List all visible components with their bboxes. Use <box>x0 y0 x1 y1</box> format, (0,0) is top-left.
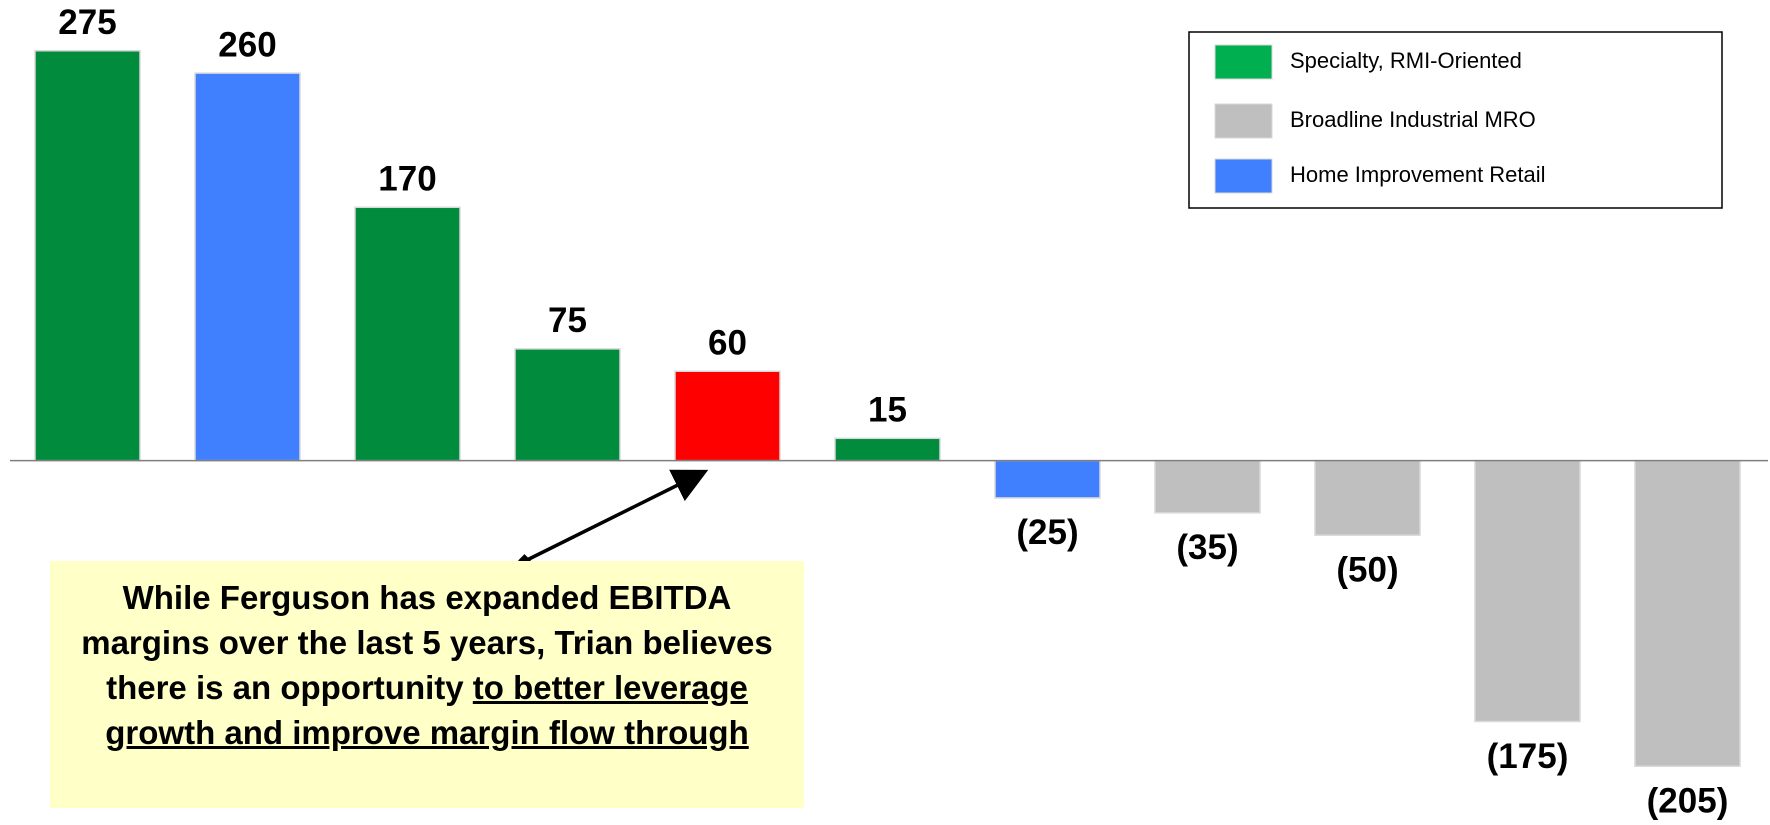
bar <box>674 370 781 462</box>
bar <box>354 206 461 462</box>
bar <box>1154 459 1261 514</box>
value-label: (50) <box>1336 550 1398 589</box>
legend-swatch <box>1214 44 1273 80</box>
value-label: 260 <box>218 25 276 64</box>
bar <box>994 459 1101 499</box>
value-label: (25) <box>1016 513 1078 552</box>
bar <box>834 437 941 462</box>
legend: Specialty, RMI-Oriented Broadline Industr… <box>1214 44 1546 194</box>
value-label: 75 <box>548 301 587 340</box>
value-label: (35) <box>1176 528 1238 567</box>
bar <box>1634 459 1741 767</box>
legend-label: Broadline Industrial MRO <box>1290 107 1536 132</box>
legend-swatch <box>1214 158 1273 194</box>
legend-box <box>1188 31 1723 209</box>
annotation-emphasis: to better leverage growth and improve ma… <box>105 669 749 751</box>
legend-label: Home Improvement Retail <box>1290 162 1546 187</box>
value-label: (205) <box>1647 781 1729 820</box>
bars: 275 260 170 75 60 15 (25) (35) (50) (175) (205) <box>34 3 1741 820</box>
bar <box>514 348 621 462</box>
value-label: 60 <box>708 323 747 362</box>
value-label: (175) <box>1487 737 1569 776</box>
value-label: 275 <box>58 3 116 42</box>
value-label: 15 <box>868 391 907 430</box>
legend-swatch <box>1214 103 1273 139</box>
legend-label: Specialty, RMI-Oriented <box>1290 48 1522 73</box>
bar <box>1314 459 1421 536</box>
arrow <box>524 469 709 563</box>
annotation-text: While Ferguson has expanded EBITDA margi… <box>81 579 773 706</box>
bar <box>194 72 301 462</box>
value-label: 170 <box>378 160 436 199</box>
bar <box>34 50 141 462</box>
annotation: While Ferguson has expanded EBITDA margi… <box>50 561 804 808</box>
bar <box>1474 459 1581 723</box>
